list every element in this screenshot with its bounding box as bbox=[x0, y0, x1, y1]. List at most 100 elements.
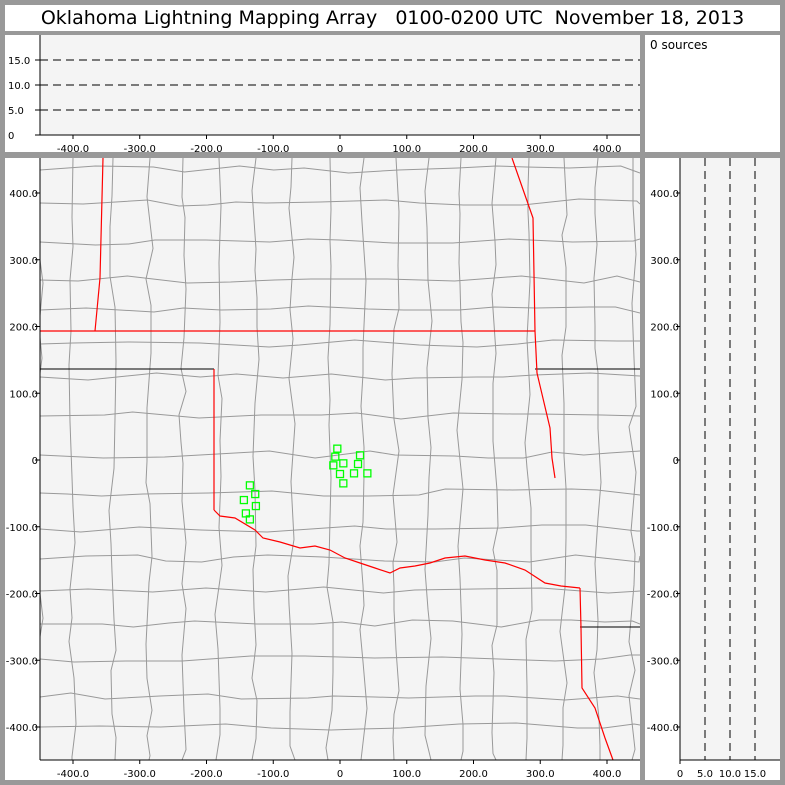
source-count-panel: 0 sources bbox=[645, 35, 780, 152]
county-line bbox=[391, 157, 400, 761]
x-tick-label: -200.0 bbox=[190, 769, 222, 780]
y-tick-label: -100.0 bbox=[6, 523, 38, 534]
source-count: 0 sources bbox=[650, 38, 708, 52]
county-line bbox=[39, 165, 641, 174]
station-marker bbox=[333, 444, 342, 453]
y-tick-label: 0 bbox=[32, 456, 38, 467]
x-tick-label: -300.0 bbox=[124, 769, 156, 780]
x-tick-label: 15.0 bbox=[744, 769, 766, 780]
plot-area bbox=[40, 158, 640, 760]
station-marker bbox=[353, 459, 363, 469]
station-marker bbox=[251, 501, 261, 511]
y-tick-label: -300.0 bbox=[6, 656, 38, 667]
station-marker bbox=[355, 451, 365, 460]
x-tick-label: 0 bbox=[337, 144, 343, 152]
county-borders bbox=[35, 157, 641, 761]
station-marker bbox=[329, 461, 338, 470]
plan-view-map[interactable]: 400.0 300.0 200.0 100.0 0 -100.0 -200.0 -300.0 -… bbox=[5, 157, 641, 780]
x-tick-label: 0 bbox=[677, 769, 683, 780]
county-line bbox=[39, 339, 640, 348]
county-line bbox=[178, 157, 187, 761]
x-tick-label: -100.0 bbox=[257, 144, 289, 152]
x-tick-label: 400.0 bbox=[593, 769, 622, 780]
station-marker bbox=[245, 515, 255, 524]
y-tick-label: 400.0 bbox=[9, 189, 38, 200]
y-tick-label: -300.0 bbox=[647, 656, 679, 667]
y-tick-label: 10.0 bbox=[8, 81, 30, 92]
county-line bbox=[424, 157, 433, 761]
county-line bbox=[39, 198, 641, 207]
x-tick-label: 100.0 bbox=[392, 144, 421, 152]
county-line bbox=[39, 722, 641, 731]
y-tick-label: -400.0 bbox=[647, 723, 679, 734]
x-tick-label: 10.0 bbox=[719, 769, 741, 780]
county-line bbox=[593, 157, 602, 760]
county-line bbox=[39, 524, 640, 533]
x-tick-label: -200.0 bbox=[190, 144, 222, 152]
county-line bbox=[39, 238, 641, 246]
side-altitude-panel: 400.0 300.0 200.0 100.0 0 -100.0 -200.0 -300.0 -… bbox=[645, 158, 780, 780]
x-tick-label: 400.0 bbox=[593, 144, 622, 152]
county-line bbox=[39, 554, 641, 563]
county-line bbox=[251, 157, 260, 761]
altitude-chart: 0 5.0 10.0 15.0 -400.0 -300.0 -200.0 -100.0 0 100… bbox=[8, 35, 640, 155]
x-tick-label: 0 bbox=[337, 769, 343, 780]
y-tick-label: 200.0 bbox=[9, 323, 38, 334]
x-tick-label: 200.0 bbox=[459, 144, 488, 152]
station-marker bbox=[349, 469, 359, 478]
x-tick-label: 300.0 bbox=[526, 769, 555, 780]
county-line bbox=[39, 692, 641, 701]
axis-margin bbox=[5, 760, 640, 780]
y-tick-label: 5.0 bbox=[8, 106, 24, 117]
x-tick-label: -400.0 bbox=[57, 769, 89, 780]
county-line bbox=[325, 157, 334, 761]
altitude-panel: 0 5.0 10.0 15.0 -400.0 -300.0 -200.0 -100.0 0 100… bbox=[5, 35, 640, 155]
x-tick-label: -300.0 bbox=[124, 144, 156, 152]
side-altitude-chart: 400.0 300.0 200.0 100.0 0 -100.0 -200.0 -300.0 -… bbox=[647, 158, 780, 780]
x-tick-label: 5.0 bbox=[697, 769, 713, 780]
x-tick-label: 100.0 bbox=[392, 769, 421, 780]
y-tick-label: 100.0 bbox=[9, 389, 38, 400]
x-tick-label: 300.0 bbox=[526, 144, 555, 152]
y-tick-label: 0 bbox=[8, 131, 14, 142]
y-tick-label: -200.0 bbox=[647, 590, 679, 601]
state-border bbox=[511, 157, 556, 479]
station-marker bbox=[339, 459, 348, 468]
station-marker bbox=[339, 479, 348, 488]
y-tick-label: 100.0 bbox=[650, 389, 679, 400]
y-tick-label: 300.0 bbox=[9, 256, 38, 267]
county-line bbox=[456, 157, 464, 761]
county-line bbox=[39, 305, 641, 314]
state-border bbox=[213, 509, 581, 589]
station-marker bbox=[245, 481, 255, 490]
y-tick-label: 200.0 bbox=[650, 323, 679, 334]
county-line bbox=[39, 411, 641, 420]
station-marker bbox=[251, 489, 260, 499]
y-tick-label: 300.0 bbox=[650, 256, 679, 267]
county-line bbox=[40, 619, 641, 628]
county-line bbox=[39, 372, 641, 381]
state-border bbox=[94, 157, 104, 332]
station-marker bbox=[363, 469, 372, 478]
county-line bbox=[108, 157, 117, 761]
y-tick-label: 15.0 bbox=[8, 56, 30, 67]
county-line bbox=[491, 157, 499, 761]
map-panel: 400.0 300.0 200.0 100.0 0 -100.0 -200.0 -300.0 -… bbox=[5, 157, 641, 780]
x-tick-label: -400.0 bbox=[57, 144, 89, 152]
county-line bbox=[359, 157, 368, 761]
x-tick-label: -100.0 bbox=[257, 769, 289, 780]
county-line bbox=[559, 157, 568, 761]
station-marker bbox=[331, 452, 340, 461]
x-tick-label: 200.0 bbox=[459, 769, 488, 780]
y-tick-label: 400.0 bbox=[650, 189, 679, 200]
county-line bbox=[39, 654, 640, 663]
station-marker bbox=[239, 495, 249, 505]
county-line bbox=[39, 586, 641, 594]
county-line bbox=[39, 488, 641, 497]
y-tick-label: -200.0 bbox=[6, 590, 38, 601]
station-marker bbox=[335, 469, 345, 479]
county-line bbox=[145, 157, 154, 761]
county-line bbox=[39, 275, 641, 284]
y-tick-label: -400.0 bbox=[6, 723, 38, 734]
county-line bbox=[524, 157, 533, 761]
